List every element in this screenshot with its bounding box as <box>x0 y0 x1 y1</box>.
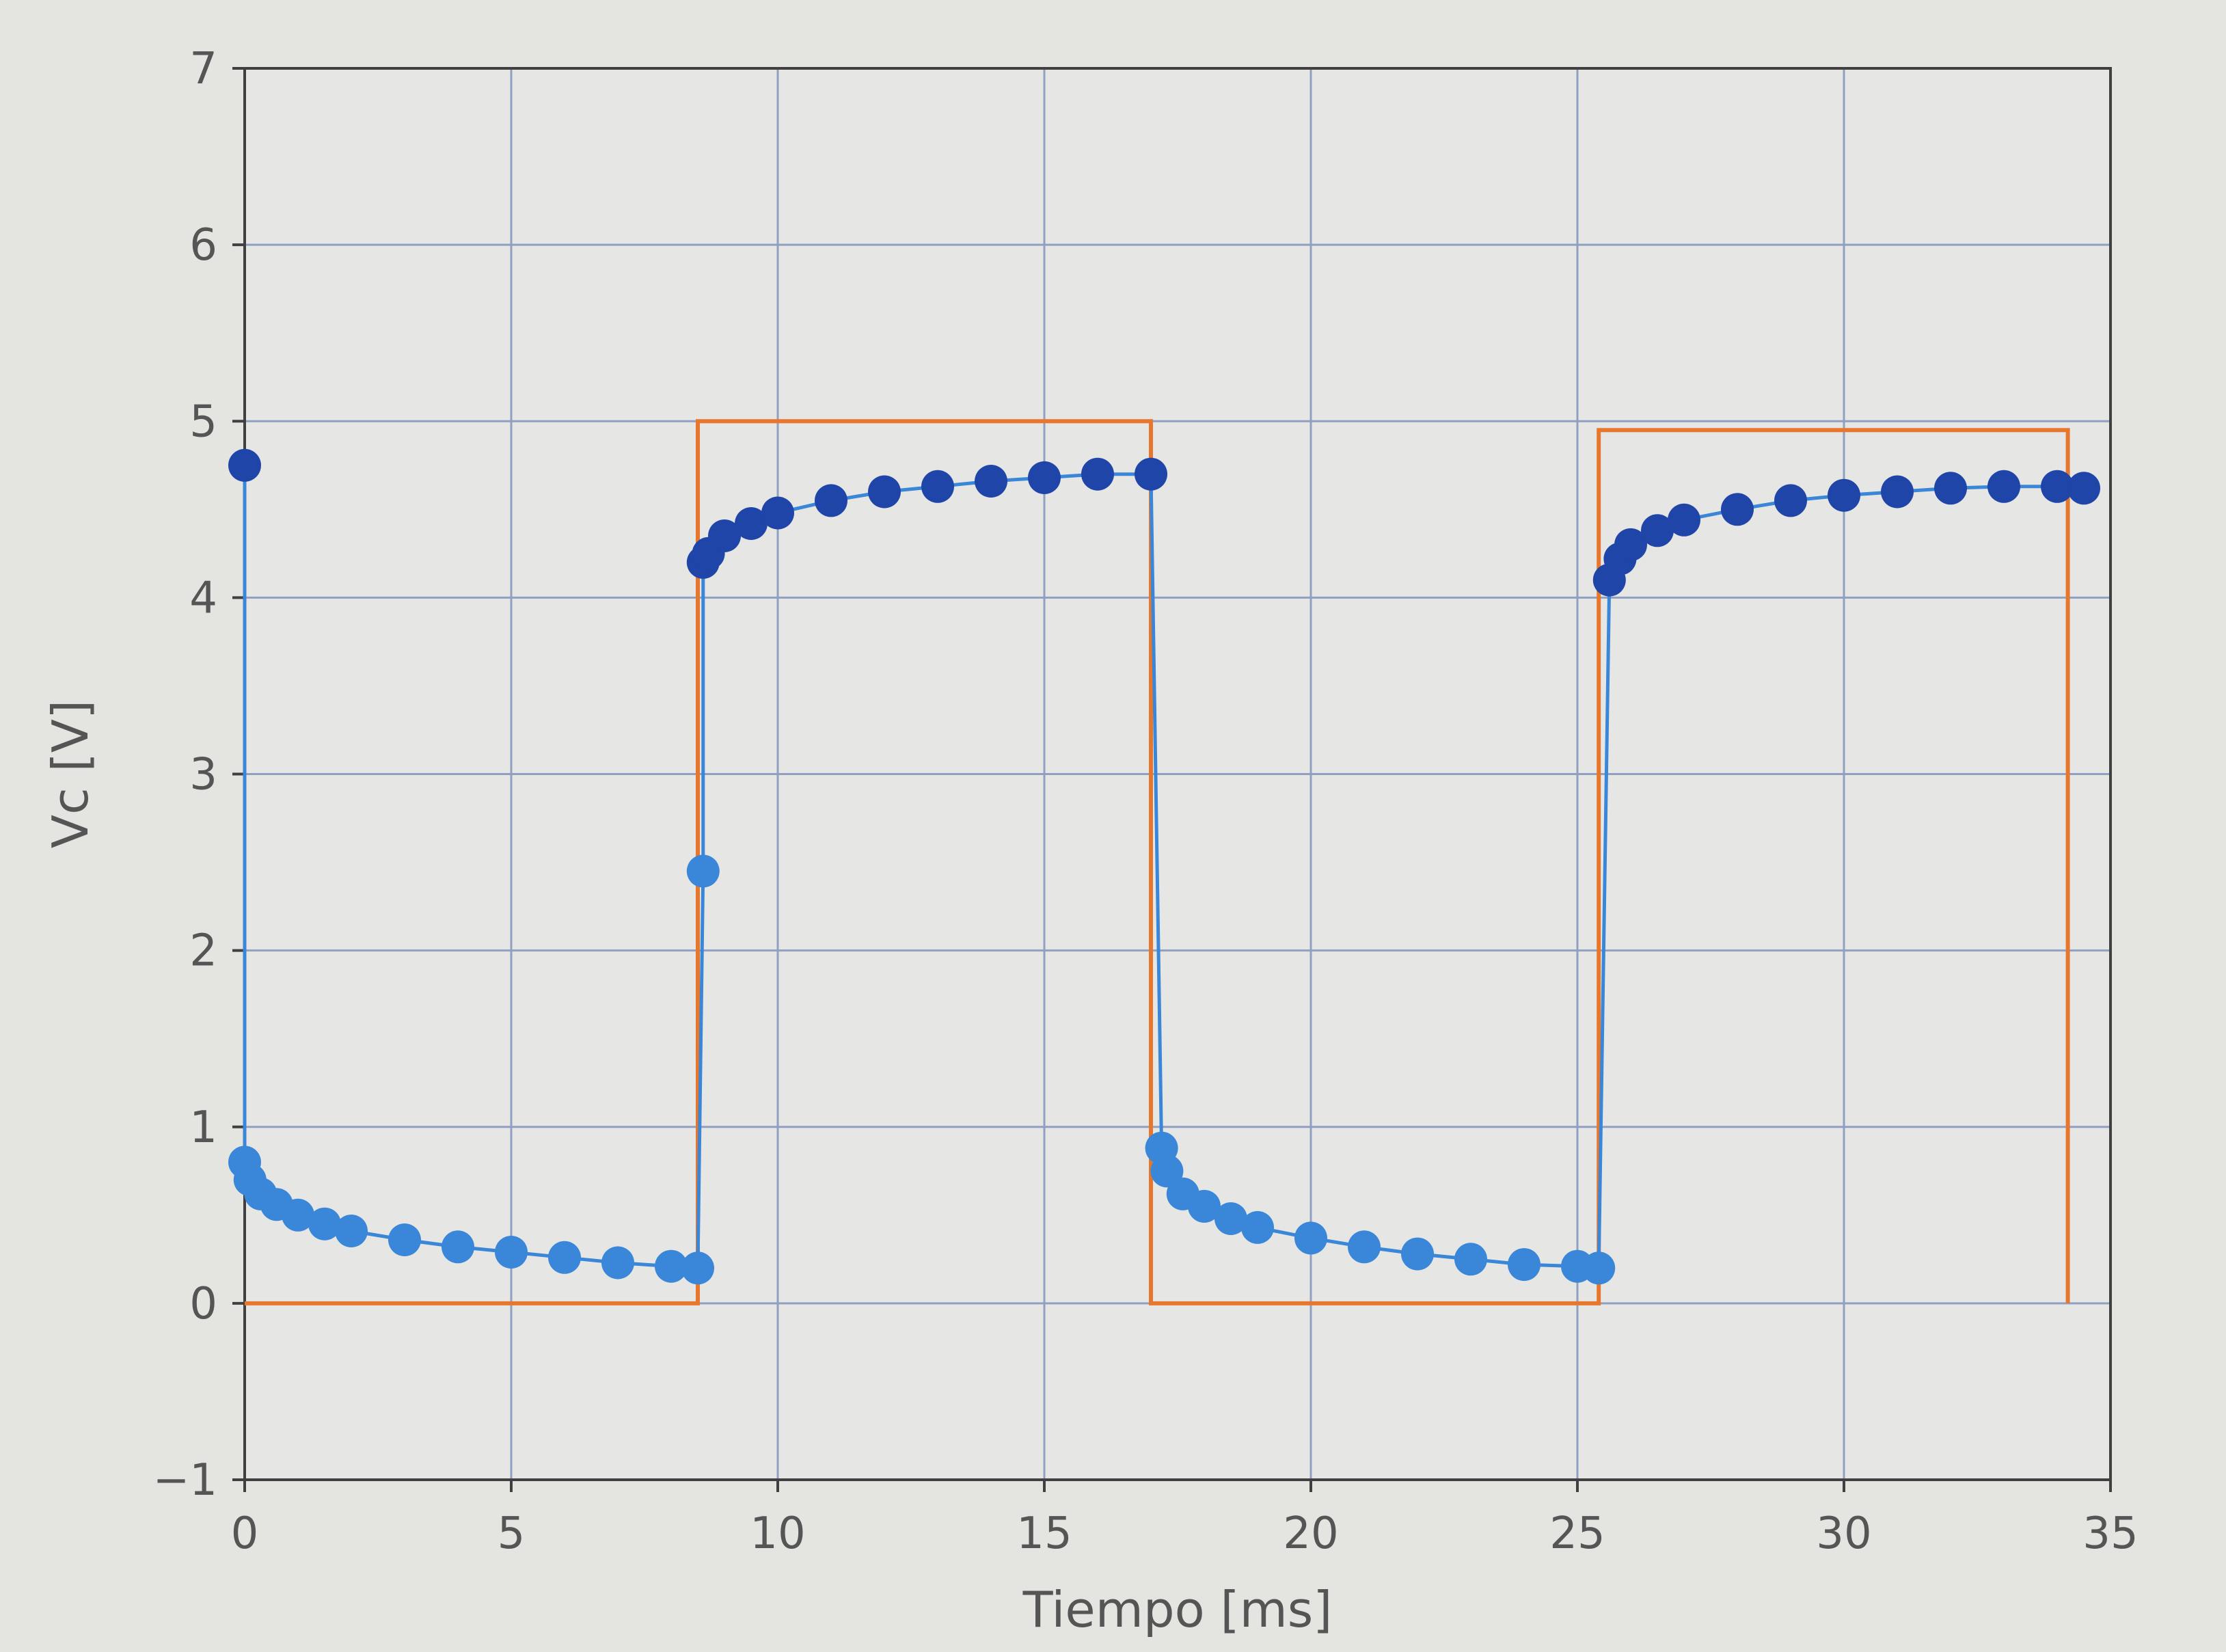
vc-data-point <box>1934 472 1967 505</box>
vc-data-point <box>1987 470 2020 503</box>
vc-data-point <box>1135 457 1167 491</box>
vc-data-point <box>442 1230 474 1264</box>
square-wave-line <box>245 419 2070 1305</box>
x-tick-label: 5 <box>498 1508 526 1559</box>
vc-data-point <box>1294 1221 1327 1255</box>
y-axis-title: Vc [V] <box>42 700 99 848</box>
vc-data-point <box>1241 1210 1274 1244</box>
vc-data-point <box>2067 472 2100 505</box>
vc-data-point <box>655 1249 688 1283</box>
vc-data-point <box>1454 1243 1487 1276</box>
vc-data-point <box>1348 1230 1381 1264</box>
vc-data-point <box>921 470 954 503</box>
vc-data-point <box>1668 503 1700 537</box>
vc-data-point <box>1150 1154 1184 1188</box>
y-tick-label: 3 <box>189 750 217 800</box>
vc-data-point <box>975 465 1007 498</box>
series-layer <box>228 419 2100 1305</box>
tick-labels: 0 5 10 15 20 25 30 35 −1 0 1 2 3 4 5 6 7 <box>153 44 2139 1559</box>
y-tick-label: 4 <box>189 573 217 623</box>
x-tick-label: 15 <box>1016 1508 1072 1559</box>
vc-data-point <box>1214 1202 1247 1235</box>
vc-data-point <box>1881 475 1914 509</box>
y-tick-label: 5 <box>189 396 217 447</box>
vc-data-point <box>708 519 741 552</box>
vc-data-point <box>1721 493 1754 526</box>
vc-data-point <box>735 507 768 540</box>
vc-data-point <box>1582 1251 1616 1285</box>
vc-data-point <box>1828 478 1860 512</box>
x-tick-label: 10 <box>750 1508 805 1559</box>
y-tick-label: 6 <box>189 220 217 271</box>
vc-data-point <box>1188 1189 1221 1223</box>
vc-data-point <box>1508 1248 1540 1282</box>
vc-data-point <box>601 1246 634 1279</box>
y-tick-label: 0 <box>189 1279 217 1329</box>
vc-data-point <box>228 448 261 482</box>
vc-data-point <box>388 1223 421 1256</box>
x-tick-label: 25 <box>1549 1508 1605 1559</box>
vc-data-point <box>1028 461 1061 494</box>
vc-data-point <box>686 854 720 888</box>
vc-data-point <box>681 1251 714 1285</box>
x-axis-title: Tiempo [ms] <box>1022 1581 1333 1638</box>
vc-data-point <box>495 1236 528 1269</box>
vc-data-point <box>282 1198 314 1232</box>
x-tick-label: 35 <box>2082 1508 2138 1559</box>
y-tick-label: 7 <box>189 44 217 94</box>
x-tick-label: 20 <box>1283 1508 1338 1559</box>
vc-data-point <box>761 496 794 530</box>
x-tick-label: 0 <box>231 1508 259 1559</box>
vc-data-point <box>2041 470 2074 503</box>
x-tick-label: 30 <box>1816 1508 1871 1559</box>
vc-data-point <box>1401 1237 1434 1271</box>
vc-data-point <box>548 1241 581 1274</box>
y-tick-label: 1 <box>189 1102 217 1153</box>
vc-data-point <box>815 484 847 517</box>
vc-data-point <box>335 1215 368 1247</box>
y-tick-label: 2 <box>189 926 217 977</box>
vc-data-point <box>308 1207 341 1241</box>
y-tick-label: −1 <box>153 1455 217 1506</box>
vc-data-point <box>1774 484 1807 517</box>
vc-data-point <box>1614 528 1647 561</box>
vc-data-point <box>868 475 901 509</box>
vc-data-point <box>1081 457 1114 491</box>
vc-data-point <box>1641 514 1674 547</box>
